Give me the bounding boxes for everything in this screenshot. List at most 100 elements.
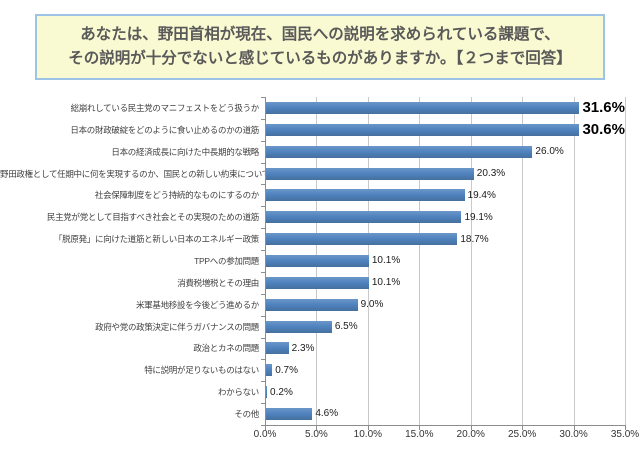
bar-track: 19.1% bbox=[265, 211, 625, 224]
chart-row: 政府や党の政策決定に伴うガバナンスの問題 6.5% bbox=[0, 316, 625, 338]
value-label: 20.3% bbox=[476, 168, 506, 179]
x-axis-tick bbox=[367, 425, 369, 430]
bar-track: 18.7% bbox=[265, 233, 625, 246]
bar-track: 0.2% bbox=[265, 386, 625, 399]
category-label: 政府や党の政策決定に伴うガバナンスの問題 bbox=[95, 321, 259, 332]
bar bbox=[265, 386, 268, 399]
category-label: 社会保障制度をどう持続的なものにするのか bbox=[94, 190, 259, 201]
x-axis-tick bbox=[316, 425, 318, 430]
bar bbox=[265, 233, 458, 246]
chart-row: 総崩れしている民主党のマニフェストをどう扱うか 31.6% bbox=[0, 97, 625, 119]
x-tick-label: 35.0% bbox=[610, 429, 640, 440]
chart-row: 野田政権として任期中に何を実現するのか、国民との新しい約束について 20.3% bbox=[0, 163, 625, 185]
bar-track: 4.6% bbox=[265, 407, 625, 420]
value-label: 18.7% bbox=[460, 233, 489, 245]
chart-row: 特に説明が足りないものはない 0.7% bbox=[0, 359, 625, 381]
bar bbox=[265, 342, 289, 355]
chart-rows: 総崩れしている民主党のマニフェストをどう扱うか 31.6% 日本の財政破綻をどのよう… bbox=[0, 97, 625, 425]
value-label: 10.1% bbox=[371, 277, 401, 289]
x-tick-label: 5.0% bbox=[305, 429, 328, 440]
category-label: 日本の経済成長に向けた中長期的な戦略 bbox=[111, 146, 259, 157]
y-axis-tick bbox=[261, 184, 265, 186]
y-axis-tick bbox=[261, 250, 265, 252]
category-label: 消費税増税とその理由 bbox=[177, 277, 259, 288]
bar-track: 30.6% bbox=[265, 121, 625, 139]
bar bbox=[265, 364, 273, 377]
bar bbox=[265, 123, 580, 136]
x-tick-label: 25.0% bbox=[507, 429, 537, 440]
x-axis-tick bbox=[265, 425, 266, 430]
x-axis-tick bbox=[625, 425, 626, 430]
value-label: 4.6% bbox=[315, 408, 339, 420]
category-label: 特に説明が足りないものはない bbox=[144, 365, 259, 376]
category-label: 「脱原発」に向けた道筋と新しい日本のエネルギー政策 bbox=[53, 234, 259, 245]
y-axis-line bbox=[265, 97, 266, 425]
y-axis-tick bbox=[261, 359, 265, 361]
value-label: 9.0% bbox=[360, 299, 384, 311]
y-axis-tick bbox=[261, 293, 265, 295]
y-axis-tick bbox=[261, 425, 265, 426]
gridline bbox=[573, 97, 575, 425]
gridline bbox=[522, 97, 524, 425]
category-label: 総崩れしている民主党のマニフェストをどう扱うか bbox=[70, 102, 260, 113]
chart-row: その他 4.6% bbox=[0, 403, 625, 425]
bar-track: 10.1% bbox=[265, 254, 625, 267]
question-title-line2: その説明が十分でないと感じているものがありますか。【２つまで回答】 bbox=[68, 50, 572, 67]
bar bbox=[265, 298, 358, 311]
x-axis-labels: 0.0% 5.0% 10.0% 15.0% 20.0% 25.0% 30.0% 35.0% bbox=[254, 429, 640, 443]
value-label: 26.0% bbox=[535, 146, 564, 158]
question-title-box: あなたは、野田首相が現在、国民への説明を求められている課題で、 その説明が十分で… bbox=[35, 14, 605, 80]
category-label: TPPへの参加問題 bbox=[194, 255, 259, 266]
bar-track: 2.3% bbox=[265, 342, 625, 355]
bar-track: 31.6% bbox=[265, 99, 625, 116]
y-axis-tick bbox=[261, 271, 265, 273]
y-axis-tick bbox=[261, 140, 265, 142]
chart-row: 米軍基地移設を今後どう進めるか 9.0% bbox=[0, 294, 625, 316]
bar-chart: 総崩れしている民主党のマニフェストをどう扱うか 31.6% 日本の財政破綻をどのよう… bbox=[0, 97, 626, 430]
x-tick-label: 15.0% bbox=[405, 429, 434, 440]
value-label: 19.4% bbox=[467, 189, 496, 201]
x-axis-tick bbox=[419, 425, 421, 430]
category-label: わからない bbox=[217, 387, 259, 398]
category-label: 野田政権として任期中に何を実現するのか、国民との新しい約束について bbox=[0, 168, 270, 179]
x-tick-label: 10.0% bbox=[353, 429, 383, 440]
value-label: 0.2% bbox=[270, 386, 293, 398]
bar-track: 6.5% bbox=[265, 320, 625, 333]
chart-row: 日本の経済成長に向けた中長期的な戦略 26.0% bbox=[0, 141, 625, 163]
y-axis-tick bbox=[261, 206, 265, 208]
bar-track: 26.0% bbox=[265, 145, 625, 158]
gridline bbox=[470, 97, 472, 425]
bar bbox=[265, 101, 580, 114]
x-axis-tick bbox=[522, 425, 524, 430]
bar-track: 19.4% bbox=[265, 189, 625, 202]
x-tick-label: 20.0% bbox=[456, 429, 485, 440]
value-label: 19.1% bbox=[464, 211, 493, 223]
chart-row: 日本の財政破綻をどのように食い止めるのかの道筋 30.6% bbox=[0, 119, 625, 141]
y-axis-tick bbox=[261, 228, 265, 230]
category-label: 日本の財政破綻をどのように食い止めるのかの道筋 bbox=[70, 124, 259, 135]
chart-row: 民主党が党として目指すべき社会とその実現のための道筋 19.1% bbox=[0, 206, 625, 228]
gridline bbox=[419, 97, 421, 425]
bar bbox=[265, 407, 313, 420]
bar bbox=[265, 254, 369, 267]
bar bbox=[265, 211, 462, 224]
value-label: 30.6% bbox=[582, 121, 625, 139]
category-label: その他 bbox=[234, 408, 259, 419]
value-label: 0.7% bbox=[275, 364, 298, 376]
chart-row: わからない 0.2% bbox=[0, 381, 625, 403]
y-axis-tick bbox=[261, 97, 265, 98]
y-axis-tick bbox=[261, 315, 265, 317]
x-axis-tick bbox=[470, 425, 472, 430]
chart-row: 社会保障制度をどう持続的なものにするのか 19.4% bbox=[0, 184, 625, 206]
x-axis-tick bbox=[573, 425, 575, 430]
bar bbox=[265, 145, 533, 158]
bar bbox=[265, 320, 332, 333]
y-axis-tick bbox=[261, 118, 265, 120]
question-title-line1: あなたは、野田首相が現在、国民への説明を求められている課題で、 bbox=[80, 26, 560, 43]
value-label: 2.3% bbox=[291, 342, 315, 354]
y-axis-tick bbox=[261, 403, 265, 405]
chart-row: 「脱原発」に向けた道筋と新しい日本のエネルギー政策 18.7% bbox=[0, 228, 625, 250]
bar bbox=[265, 276, 369, 289]
value-label: 6.5% bbox=[334, 321, 358, 333]
